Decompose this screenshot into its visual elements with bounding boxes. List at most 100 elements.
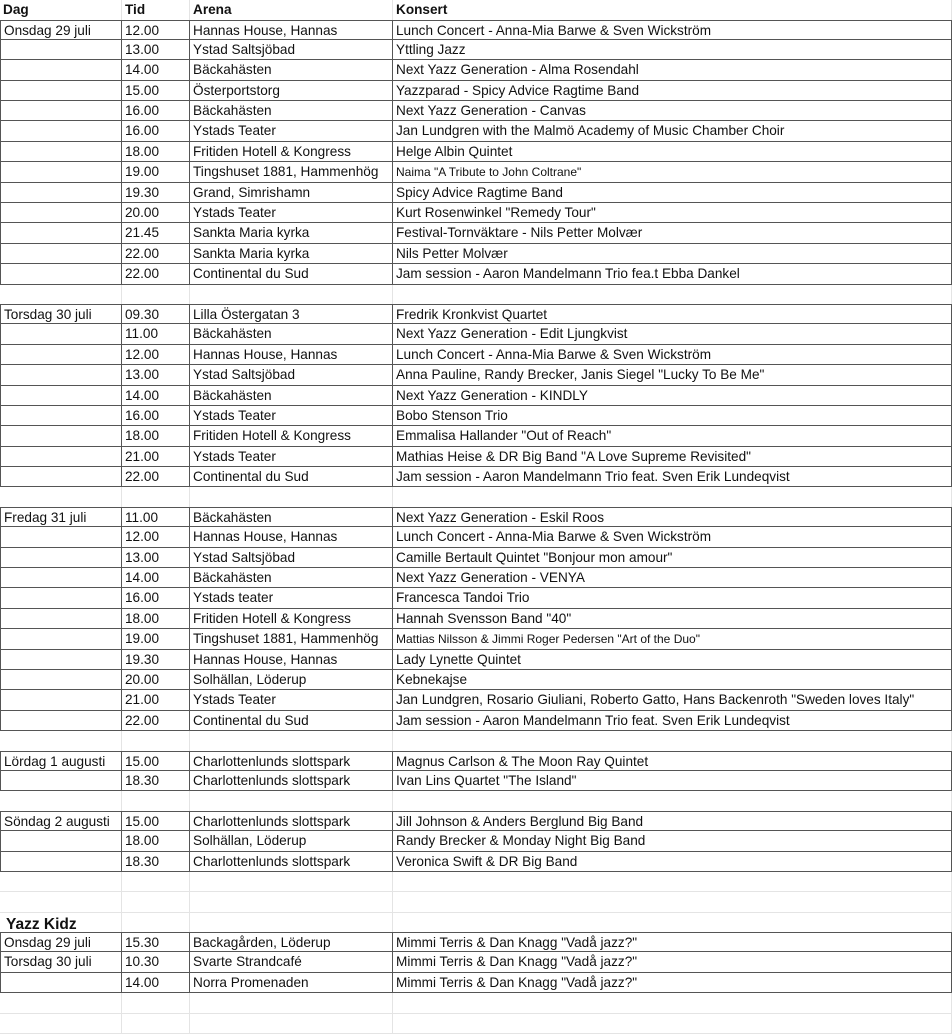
arena-cell[interactable]: Continental du Sud <box>190 264 393 285</box>
dag-cell[interactable]: Söndag 2 augusti <box>0 810 122 832</box>
arena-cell[interactable]: Fritiden Hotell & Kongress <box>190 608 393 630</box>
arena-cell[interactable]: Ystads Teater <box>190 203 393 224</box>
dag-cell[interactable] <box>0 182 122 204</box>
konsert-cell[interactable]: Francesca Tandoi Trio <box>393 588 952 609</box>
tid-cell[interactable]: 16.00 <box>122 405 190 427</box>
dag-cell[interactable] <box>0 467 122 488</box>
arena-cell[interactable]: Charlottenlunds slottspark <box>190 851 393 872</box>
tid-cell[interactable]: 22.00 <box>122 243 190 265</box>
empty-cell[interactable] <box>0 892 122 913</box>
tid-cell[interactable]: 11.00 <box>122 506 190 528</box>
konsert-cell[interactable]: Mimmi Terris & Dan Knagg "Vadå jazz?" <box>393 932 952 953</box>
dag-cell[interactable] <box>0 426 122 447</box>
empty-cell[interactable] <box>393 284 952 305</box>
dag-cell[interactable] <box>0 629 122 650</box>
tid-cell[interactable]: 11.00 <box>122 324 190 345</box>
konsert-cell[interactable]: Naima "A Tribute to John Coltrane" <box>393 162 952 183</box>
dag-cell[interactable]: Fredag 31 juli <box>0 506 122 528</box>
tid-cell[interactable]: 16.00 <box>122 588 190 609</box>
tid-cell[interactable]: 22.00 <box>122 264 190 285</box>
arena-cell[interactable]: Ystads Teater <box>190 121 393 142</box>
empty-cell[interactable] <box>190 871 393 893</box>
konsert-cell[interactable]: Lunch Concert - Anna-Mia Barwe & Sven Wi… <box>393 344 952 366</box>
arena-cell[interactable]: Bäckahästen <box>190 506 393 528</box>
konsert-cell[interactable]: Next Yazz Generation - Eskil Roos <box>393 506 952 528</box>
tid-cell[interactable]: 15.00 <box>122 80 190 102</box>
dag-cell[interactable] <box>0 568 122 589</box>
konsert-cell[interactable]: Lunch Concert - Anna-Mia Barwe & Sven Wi… <box>393 527 952 548</box>
arena-cell[interactable]: Ystads Teater <box>190 446 393 468</box>
empty-cell[interactable] <box>393 487 952 508</box>
arena-cell[interactable]: Bäckahästen <box>190 60 393 81</box>
empty-cell[interactable] <box>122 912 190 934</box>
empty-cell[interactable] <box>122 993 190 1014</box>
tid-cell[interactable]: 19.30 <box>122 182 190 204</box>
tid-cell[interactable]: 12.00 <box>122 19 190 40</box>
tid-cell[interactable]: 12.00 <box>122 527 190 548</box>
tid-cell[interactable]: 14.00 <box>122 972 190 994</box>
tid-cell[interactable]: 14.00 <box>122 568 190 589</box>
arena-cell[interactable]: Hannas House, Hannas <box>190 649 393 670</box>
arena-cell[interactable]: Ystad Saltsjöbad <box>190 39 393 61</box>
arena-cell[interactable]: Bäckahästen <box>190 101 393 122</box>
arena-cell[interactable]: Svarte Strandcafé <box>190 952 393 973</box>
empty-cell[interactable] <box>190 731 393 752</box>
arena-cell[interactable]: Ystads Teater <box>190 690 393 711</box>
dag-cell[interactable] <box>0 690 122 711</box>
dag-cell[interactable]: Onsdag 29 juli <box>0 932 122 953</box>
dag-cell[interactable] <box>0 385 122 406</box>
dag-cell[interactable] <box>0 344 122 366</box>
konsert-cell[interactable]: Next Yazz Generation - Alma Rosendahl <box>393 60 952 81</box>
arena-cell[interactable]: Hannas House, Hannas <box>190 344 393 366</box>
konsert-cell[interactable]: Lunch Concert - Anna-Mia Barwe & Sven Wi… <box>393 19 952 40</box>
tid-cell[interactable]: 22.00 <box>122 467 190 488</box>
konsert-cell[interactable]: Bobo Stenson Trio <box>393 405 952 427</box>
arena-cell[interactable]: Continental du Sud <box>190 467 393 488</box>
dag-cell[interactable] <box>0 324 122 345</box>
empty-cell[interactable] <box>393 912 952 934</box>
empty-cell[interactable] <box>0 993 122 1014</box>
tid-cell[interactable]: 16.00 <box>122 101 190 122</box>
tid-cell[interactable]: 21.00 <box>122 446 190 468</box>
arena-cell[interactable]: Tingshuset 1881, Hammenhög <box>190 629 393 650</box>
dag-cell[interactable] <box>0 162 122 183</box>
tid-cell[interactable]: 18.30 <box>122 770 190 792</box>
konsert-cell[interactable]: Mattias Nilsson & Jimmi Roger Pedersen "… <box>393 629 952 650</box>
tid-cell[interactable]: 18.00 <box>122 141 190 163</box>
empty-cell[interactable] <box>190 892 393 913</box>
konsert-cell[interactable]: Veronica Swift & DR Big Band <box>393 851 952 872</box>
dag-cell[interactable] <box>0 223 122 244</box>
konsert-cell[interactable]: Emmalisa Hallander "Out of Reach" <box>393 426 952 447</box>
konsert-cell[interactable]: Next Yazz Generation - VENYA <box>393 568 952 589</box>
tid-cell[interactable]: 14.00 <box>122 385 190 406</box>
konsert-cell[interactable]: Camille Bertault Quintet "Bonjour mon am… <box>393 547 952 569</box>
arena-cell[interactable]: Hannas House, Hannas <box>190 527 393 548</box>
konsert-cell[interactable]: Next Yazz Generation - KINDLY <box>393 385 952 406</box>
header-tid[interactable]: Tid <box>122 0 190 21</box>
tid-cell[interactable]: 20.00 <box>122 670 190 691</box>
dag-cell[interactable] <box>0 39 122 61</box>
konsert-cell[interactable]: Nils Petter Molvær <box>393 243 952 265</box>
dag-cell[interactable]: Lördag 1 augusti <box>0 750 122 771</box>
tid-cell[interactable]: 18.00 <box>122 426 190 447</box>
dag-cell[interactable] <box>0 80 122 102</box>
dag-cell[interactable] <box>0 405 122 427</box>
arena-cell[interactable]: Ystads teater <box>190 588 393 609</box>
arena-cell[interactable]: Bäckahästen <box>190 324 393 345</box>
arena-cell[interactable]: Österportstorg <box>190 80 393 102</box>
arena-cell[interactable]: Lilla Östergatan 3 <box>190 303 393 325</box>
tid-cell[interactable]: 15.00 <box>122 810 190 832</box>
empty-cell[interactable] <box>190 912 393 934</box>
tid-cell[interactable]: 13.00 <box>122 547 190 569</box>
arena-cell[interactable]: Ystad Saltsjöbad <box>190 547 393 569</box>
header-dag[interactable]: Dag <box>0 0 122 21</box>
konsert-cell[interactable]: Next Yazz Generation - Canvas <box>393 101 952 122</box>
tid-cell[interactable]: 18.00 <box>122 608 190 630</box>
arena-cell[interactable]: Sankta Maria kyrka <box>190 223 393 244</box>
empty-cell[interactable] <box>393 993 952 1014</box>
empty-cell[interactable] <box>0 791 122 812</box>
konsert-cell[interactable]: Jill Johnson & Anders Berglund Big Band <box>393 810 952 832</box>
dag-cell[interactable] <box>0 243 122 265</box>
dag-cell[interactable] <box>0 710 122 732</box>
konsert-cell[interactable]: Ivan Lins Quartet "The Island" <box>393 770 952 792</box>
